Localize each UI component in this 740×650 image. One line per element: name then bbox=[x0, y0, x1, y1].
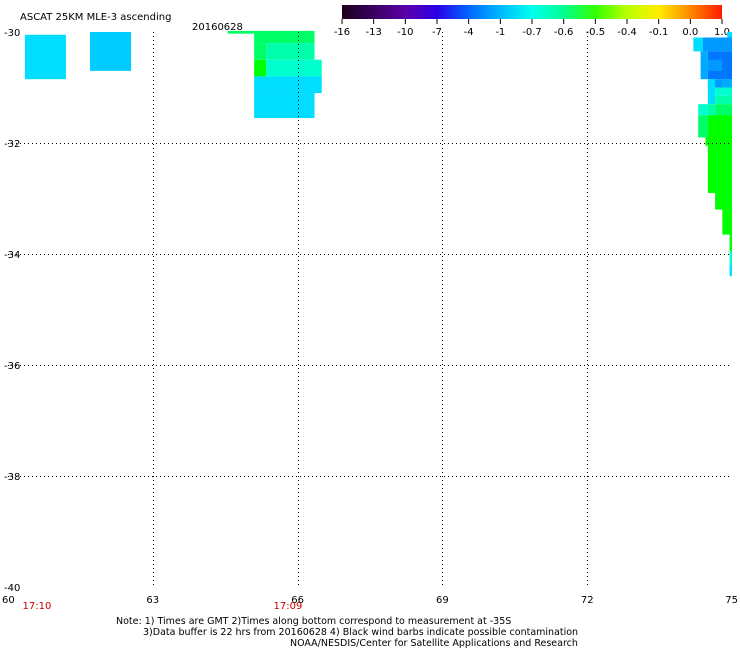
colorbar-label: -7 bbox=[432, 27, 442, 38]
colorbar-label: -0.6 bbox=[554, 27, 574, 38]
x-tick-label: 60 bbox=[2, 595, 15, 606]
data-cell bbox=[715, 87, 732, 96]
y-tick-label: -40 bbox=[4, 583, 20, 594]
note-line-1: Note: 1) Times are GMT 2)Times along bot… bbox=[116, 616, 512, 627]
y-tick-label: -38 bbox=[4, 472, 20, 483]
x-tick-label: 75 bbox=[725, 595, 738, 606]
colorbar-label: -1 bbox=[495, 27, 505, 38]
colorbar-label: -10 bbox=[397, 27, 413, 38]
data-cell bbox=[722, 79, 732, 88]
colorbar-label: -16 bbox=[334, 27, 350, 38]
plot-title: ASCAT 25KM MLE-3 ascending bbox=[20, 12, 171, 23]
x-tick-label: 72 bbox=[581, 595, 594, 606]
colorbar-label: -0.4 bbox=[617, 27, 637, 38]
data-cell bbox=[729, 265, 732, 277]
plot-date: 20160628 bbox=[192, 22, 243, 33]
y-tick-label: -32 bbox=[4, 139, 20, 150]
colorbar-label: -13 bbox=[365, 27, 381, 38]
data-cell bbox=[254, 59, 267, 77]
data-cell bbox=[254, 76, 322, 94]
colorbar-label: -0.7 bbox=[522, 27, 542, 38]
data-cell bbox=[254, 93, 315, 119]
colorbar: -16 -13 -10 -7 -4 -1 -0.7 -0.6 -0.5 -0.4 -0.1 0.0 1.… bbox=[334, 5, 730, 38]
data-cell bbox=[729, 251, 732, 266]
colorbar-label: -4 bbox=[464, 27, 474, 38]
colorbar-strip bbox=[342, 5, 722, 19]
data-cell bbox=[707, 145, 732, 193]
data-cell bbox=[698, 115, 708, 138]
x-tick-label: 69 bbox=[436, 595, 449, 606]
data-cell bbox=[266, 59, 322, 77]
colorbar-label: -0.5 bbox=[586, 27, 606, 38]
data-cell bbox=[254, 43, 267, 60]
data-cell bbox=[705, 137, 732, 146]
y-tick-label: -34 bbox=[4, 250, 20, 261]
colorbar-label: -0.1 bbox=[649, 27, 669, 38]
data-cell bbox=[90, 32, 132, 71]
data-cell bbox=[707, 79, 716, 105]
data-cell bbox=[707, 104, 716, 116]
data-cell bbox=[693, 37, 704, 52]
data-cell bbox=[698, 104, 708, 116]
colorbar-label: 1.0 bbox=[714, 27, 730, 38]
y-tick-label: -36 bbox=[4, 361, 20, 372]
data-cell bbox=[715, 95, 732, 105]
x-tick-label: 66 bbox=[291, 595, 304, 606]
gridlines bbox=[8, 32, 732, 587]
colorbar-label: 0.0 bbox=[682, 27, 698, 38]
data-cell bbox=[266, 43, 315, 60]
y-tick-label: -30 bbox=[4, 28, 20, 39]
note-line-3: NOAA/NESDIS/Center for Satellite Applica… bbox=[290, 638, 578, 649]
note-line-2: 3)Data buffer is 22 hrs from 20160628 4)… bbox=[143, 627, 579, 638]
data-cell bbox=[703, 37, 732, 52]
data-cell bbox=[722, 209, 732, 235]
x-tick-label: 63 bbox=[146, 595, 159, 606]
data-cell bbox=[727, 32, 732, 38]
data-cell bbox=[700, 51, 708, 80]
data-cell bbox=[729, 234, 732, 252]
data-cells bbox=[24, 30, 732, 277]
data-cell bbox=[24, 34, 66, 80]
time-label: 17:09 bbox=[274, 601, 303, 612]
data-cell bbox=[254, 30, 315, 44]
data-cell bbox=[227, 30, 255, 34]
data-cell bbox=[707, 59, 723, 71]
data-cell bbox=[707, 79, 732, 88]
time-label: 17:10 bbox=[23, 601, 52, 612]
data-cell bbox=[715, 192, 732, 210]
